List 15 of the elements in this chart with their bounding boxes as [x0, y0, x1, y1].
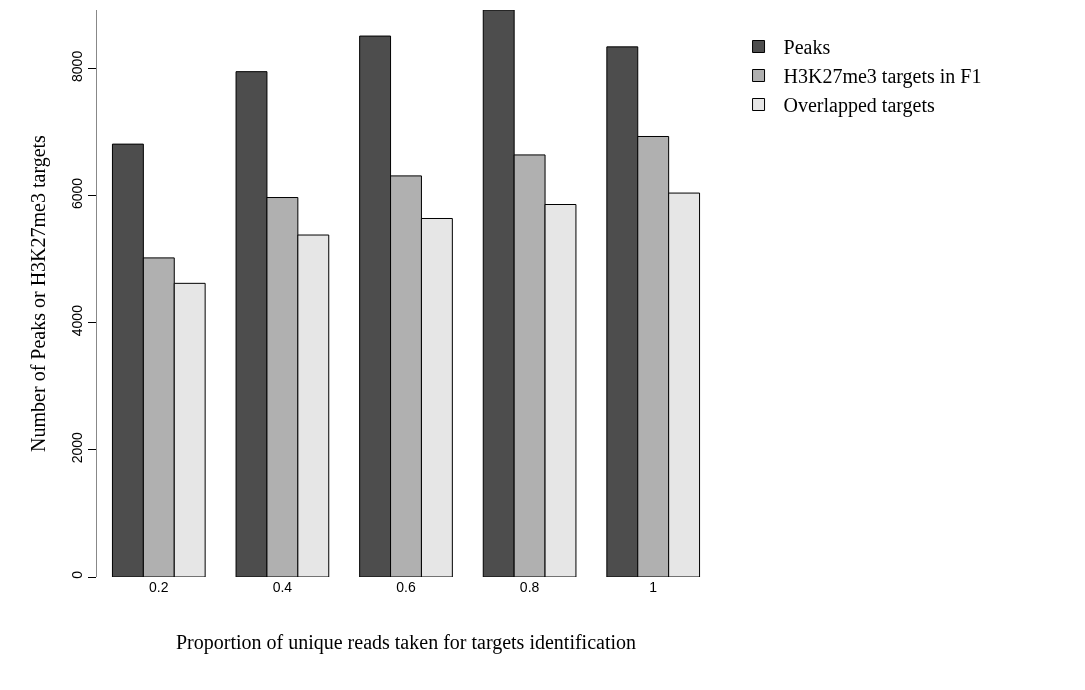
y-axis-title: Number of Peaks or H3K27me3 targets — [26, 134, 50, 452]
legend-label: H3K27me3 targets in F1 — [783, 65, 982, 89]
x-tick-label: 1 — [649, 579, 658, 595]
y-tick-label: 8000 — [69, 50, 86, 82]
legend-label: Peaks — [783, 36, 831, 59]
y-tick-label: 4000 — [69, 304, 86, 337]
x-tick-label: 0.4 — [272, 579, 293, 595]
y-tick-label: 0 — [69, 570, 86, 579]
x-tick-label: 0.2 — [149, 579, 169, 595]
y-tick-label: 6000 — [69, 177, 86, 210]
y-tick-label: 2000 — [69, 431, 86, 464]
x-tick-label: 0.8 — [519, 579, 540, 595]
x-tick-label: 0.6 — [396, 579, 416, 595]
x-axis-title: Proportion of unique reads taken for targets identification — [175, 630, 637, 654]
legend-label: Overlapped targets — [783, 94, 935, 118]
